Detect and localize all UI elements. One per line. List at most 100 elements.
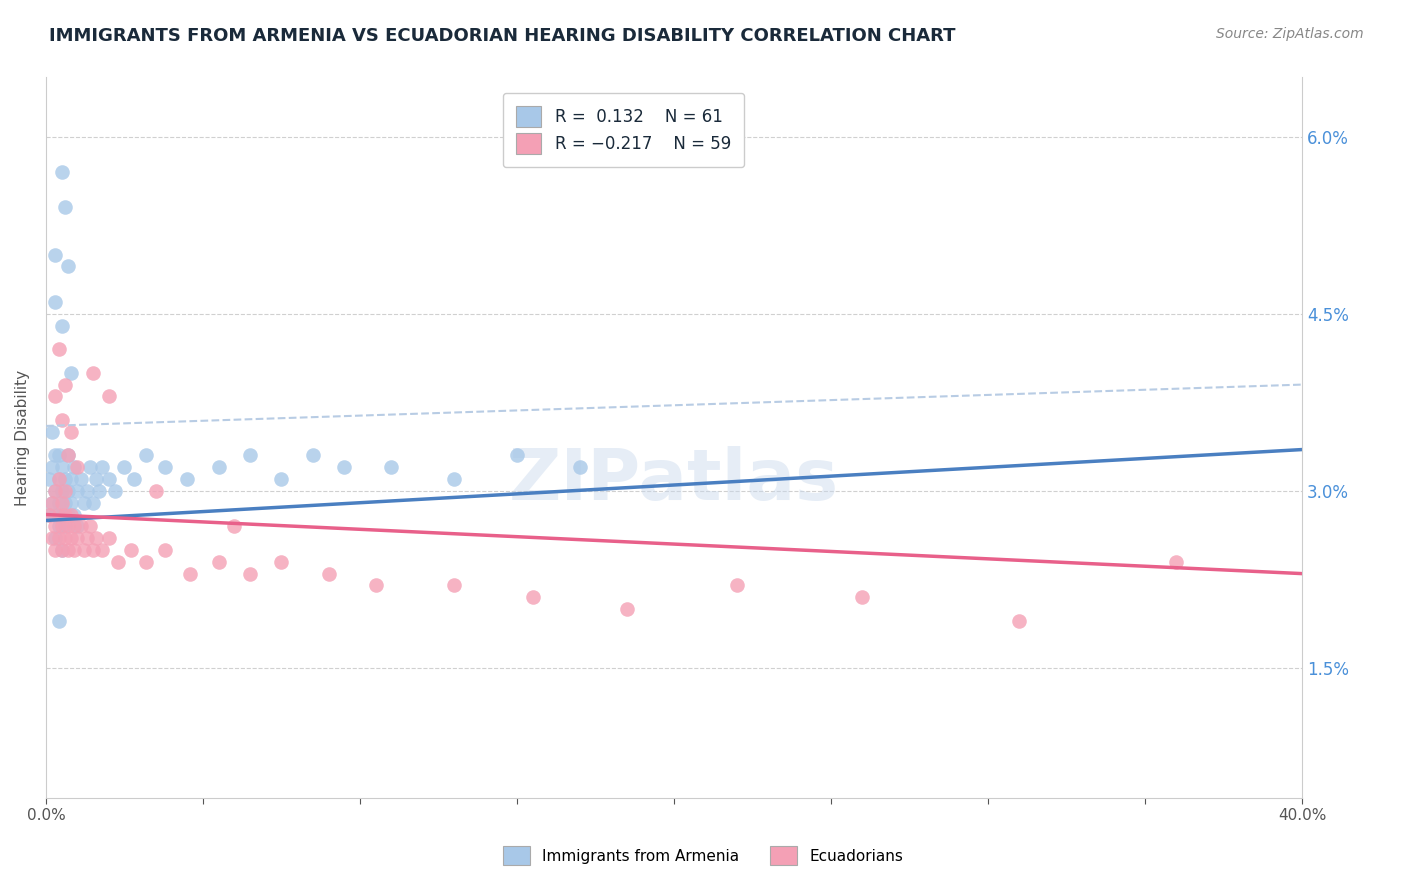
- Point: [69, 472, 91, 486]
- Point: [725, 578, 748, 592]
- Point: [522, 591, 544, 605]
- Point: [44, 531, 66, 545]
- Point: [333, 460, 356, 475]
- Point: [44, 483, 66, 498]
- Point: [44, 294, 66, 309]
- Point: [122, 472, 145, 486]
- Point: [208, 555, 231, 569]
- Point: [270, 472, 292, 486]
- Point: [179, 566, 201, 581]
- Point: [48, 449, 70, 463]
- Point: [44, 449, 66, 463]
- Point: [48, 508, 70, 522]
- Point: [51, 413, 73, 427]
- Point: [56, 449, 79, 463]
- Point: [82, 496, 104, 510]
- Point: [79, 460, 101, 475]
- Point: [380, 460, 402, 475]
- Point: [66, 531, 89, 545]
- Point: [107, 555, 129, 569]
- Point: [56, 483, 79, 498]
- Point: [53, 483, 76, 498]
- Point: [176, 472, 198, 486]
- Point: [51, 519, 73, 533]
- Point: [63, 543, 86, 558]
- Point: [89, 483, 111, 498]
- Point: [56, 519, 79, 533]
- Point: [38, 508, 60, 522]
- Point: [91, 460, 114, 475]
- Point: [506, 449, 529, 463]
- Point: [41, 425, 63, 439]
- Point: [1166, 555, 1188, 569]
- Point: [48, 531, 70, 545]
- Point: [1008, 614, 1031, 628]
- Point: [63, 519, 86, 533]
- Point: [44, 247, 66, 261]
- Point: [48, 342, 70, 356]
- Point: [443, 578, 465, 592]
- Point: [48, 496, 70, 510]
- Point: [155, 543, 177, 558]
- Point: [38, 508, 60, 522]
- Point: [135, 555, 157, 569]
- Point: [443, 472, 465, 486]
- Point: [51, 460, 73, 475]
- Point: [53, 508, 76, 522]
- Point: [60, 496, 83, 510]
- Point: [41, 496, 63, 510]
- Point: [97, 531, 120, 545]
- Point: [239, 566, 262, 581]
- Point: [48, 472, 70, 486]
- Point: [41, 531, 63, 545]
- Text: Source: ZipAtlas.com: Source: ZipAtlas.com: [1216, 27, 1364, 41]
- Point: [44, 543, 66, 558]
- Point: [155, 460, 177, 475]
- Legend: R =  0.132    N = 61, R = −0.217    N = 59: R = 0.132 N = 61, R = −0.217 N = 59: [503, 93, 744, 167]
- Point: [51, 165, 73, 179]
- Point: [56, 449, 79, 463]
- Point: [69, 519, 91, 533]
- Point: [84, 472, 107, 486]
- Y-axis label: Hearing Disability: Hearing Disability: [15, 369, 30, 506]
- Point: [63, 508, 86, 522]
- Point: [44, 483, 66, 498]
- Point: [76, 531, 98, 545]
- Point: [145, 483, 167, 498]
- Point: [51, 543, 73, 558]
- Point: [364, 578, 387, 592]
- Point: [53, 531, 76, 545]
- Point: [41, 496, 63, 510]
- Point: [53, 377, 76, 392]
- Point: [97, 389, 120, 403]
- Point: [51, 543, 73, 558]
- Point: [56, 260, 79, 274]
- Point: [53, 200, 76, 214]
- Point: [48, 614, 70, 628]
- Point: [72, 496, 94, 510]
- Point: [91, 543, 114, 558]
- Point: [53, 519, 76, 533]
- Point: [208, 460, 231, 475]
- Point: [60, 425, 83, 439]
- Point: [60, 366, 83, 380]
- Point: [851, 591, 873, 605]
- Point: [51, 483, 73, 498]
- Point: [66, 483, 89, 498]
- Point: [72, 543, 94, 558]
- Point: [84, 531, 107, 545]
- Point: [38, 472, 60, 486]
- Point: [104, 483, 127, 498]
- Text: IMMIGRANTS FROM ARMENIA VS ECUADORIAN HEARING DISABILITY CORRELATION CHART: IMMIGRANTS FROM ARMENIA VS ECUADORIAN HE…: [49, 27, 956, 45]
- Point: [120, 543, 142, 558]
- Text: ZIPatlas: ZIPatlas: [509, 447, 839, 516]
- Point: [568, 460, 591, 475]
- Point: [82, 366, 104, 380]
- Point: [41, 460, 63, 475]
- Point: [53, 472, 76, 486]
- Point: [56, 508, 79, 522]
- Point: [616, 602, 638, 616]
- Point: [97, 472, 120, 486]
- Point: [270, 555, 292, 569]
- Point: [51, 496, 73, 510]
